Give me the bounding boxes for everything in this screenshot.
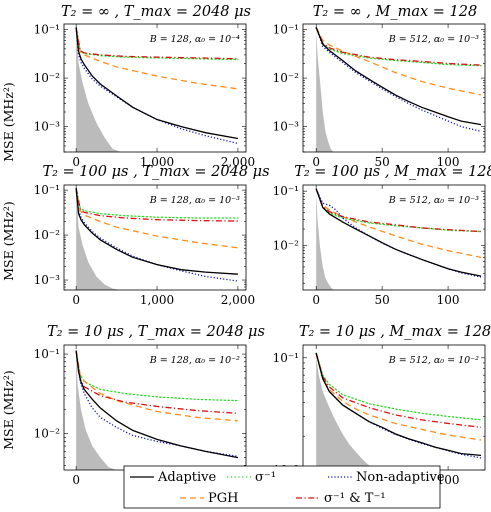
y-tick-label: 10⁻³: [273, 120, 300, 134]
chart-panel-1: 10⁻¹ 10⁻² 10⁻³ 0 1,000 2,000 B = 128, α₀ = 10⁻…: [34, 4, 256, 169]
panel-title: T₂ = 100 μs , T_max = 2048 μs: [42, 164, 269, 180]
series-line-Non-adaptive: [75, 350, 239, 457]
y-tick-label: 10⁻¹: [273, 23, 299, 37]
series-line-Non-adaptive: [75, 188, 239, 282]
series-line-PGH: [75, 188, 238, 249]
x-tick-label: 0: [72, 293, 80, 307]
panel-annotation: B = 128, α₀ = 10⁻⁴: [149, 34, 240, 45]
series-line-Non-adaptive: [315, 27, 482, 132]
series-line-σ⁻¹: [75, 26, 239, 61]
chart-panel-3: 10⁻¹ 10⁻² 10⁻³ 0 1,000 2,000 B = 128, α₀ = 10⁻…: [34, 164, 270, 307]
series-line-Adaptive: [315, 27, 482, 126]
series-line-PGH: [315, 188, 482, 259]
histogram-area: [76, 354, 117, 470]
plot-frame: [302, 184, 486, 291]
x-tick-label: 1,000: [140, 155, 174, 169]
y-tick-label: 10⁻¹: [273, 184, 299, 198]
panel-title: T₂ = ∞ , T_max = 2048 μs: [61, 4, 251, 20]
series-line-Adaptive: [75, 350, 239, 459]
panel-title: T₂ = ∞ , M_max = 128: [313, 4, 477, 20]
series-line-PGH: [75, 27, 238, 90]
y-tick-label: 10⁻¹: [34, 347, 60, 361]
series-line-σ⁻¹: [75, 350, 239, 402]
y-tick-label: 10⁻³: [34, 273, 61, 287]
legend-label: Non-adaptive: [356, 470, 445, 485]
histogram-area: [316, 191, 334, 290]
series-line-σ⁻¹ & T⁻¹: [315, 188, 482, 233]
x-tick-label: 50: [374, 293, 389, 307]
histogram-area: [316, 357, 376, 470]
series-line-Adaptive: [315, 188, 482, 277]
x-tick-label: 1,000: [140, 293, 174, 307]
y-axis-label: MSE (MHz²): [1, 201, 16, 281]
panel-annotation: B = 128, α₀ = 10⁻²: [149, 355, 240, 366]
legend-label: σ⁻¹: [255, 470, 276, 485]
panel-annotation: B = 512, α₀ = 10⁻³: [388, 34, 479, 45]
chart-panel-4: 10⁻¹ 10⁻² 0 50 100 B = 512, α₀ = 10⁻³ T₂ = 100…: [273, 164, 491, 307]
panel-annotation: B = 512, α₀ = 10⁻²: [388, 355, 479, 366]
x-tick-label: 0: [72, 155, 80, 169]
x-tick-label: 100: [437, 293, 460, 307]
histogram-area: [316, 29, 334, 152]
x-tick-label: 2,000: [221, 293, 255, 307]
legend-label: σ⁻¹ & T⁻¹: [324, 491, 386, 506]
x-tick-label: 0: [312, 155, 320, 169]
series-line-Adaptive: [75, 188, 238, 275]
y-tick-label: 10⁻²: [273, 238, 300, 252]
plot-frame: [63, 23, 247, 153]
y-axis-label: MSE (MHz²): [1, 82, 16, 162]
x-tick-label: 0: [72, 473, 80, 487]
y-tick-label: 10⁻²: [34, 228, 61, 242]
plot-frame: [302, 23, 486, 153]
series-line-σ⁻¹: [75, 187, 239, 219]
series-line-σ⁻¹: [315, 352, 482, 421]
legend-box: [123, 465, 441, 509]
legend-label: Adaptive: [157, 470, 217, 485]
x-tick-label: 2,000: [221, 155, 255, 169]
x-tick-label: 0: [312, 293, 320, 307]
y-tick-label: 10⁻²: [34, 427, 61, 441]
chart-panel-2: 10⁻¹ 10⁻² 10⁻³ 0 50 100 B = 512, α₀ = 10⁻³ T₂ =…: [273, 4, 486, 169]
series-line-Adaptive: [75, 27, 239, 140]
panel-annotation: B = 512, α₀ = 10⁻³: [388, 195, 479, 206]
y-tick-label: 10⁻²: [273, 71, 300, 85]
panel-title: T₂ = 10 μs , T_max = 2048 μs: [47, 324, 265, 340]
series-line-PGH: [75, 350, 238, 422]
y-tick-label: 10⁻²: [34, 71, 61, 85]
series-line-σ⁻¹ & T⁻¹: [315, 352, 482, 428]
legend-label: PGH: [208, 491, 238, 506]
histogram-area: [76, 29, 121, 152]
panel-title: T₂ = 10 μs , M_max = 128: [299, 324, 491, 340]
x-tick-label: 50: [374, 155, 389, 169]
series-line-σ⁻¹ & T⁻¹: [75, 27, 238, 60]
series-line-σ⁻¹ & T⁻¹: [315, 27, 482, 66]
plot-frame: [63, 184, 247, 291]
x-tick-label: 100: [437, 155, 460, 169]
y-axis-label: MSE (MHz²): [1, 370, 16, 450]
series-line-Adaptive: [315, 352, 482, 457]
x-tick-label: 100: [437, 473, 460, 487]
panel-annotation: B = 128, α₀ = 10⁻³: [149, 195, 240, 206]
y-tick-label: 10⁻³: [34, 120, 61, 134]
series-line-PGH: [315, 27, 482, 96]
y-tick-label: 10⁻¹: [34, 23, 60, 37]
histogram-area: [76, 190, 121, 290]
y-tick-label: 10⁻¹: [273, 351, 299, 365]
y-tick-label: 10⁻¹: [34, 183, 60, 197]
legend: Adaptive σ⁻¹ Non-adaptive PGH σ⁻¹ & T⁻¹: [123, 465, 445, 509]
panel-title: T₂ = 100 μs , M_max = 128: [294, 164, 491, 180]
